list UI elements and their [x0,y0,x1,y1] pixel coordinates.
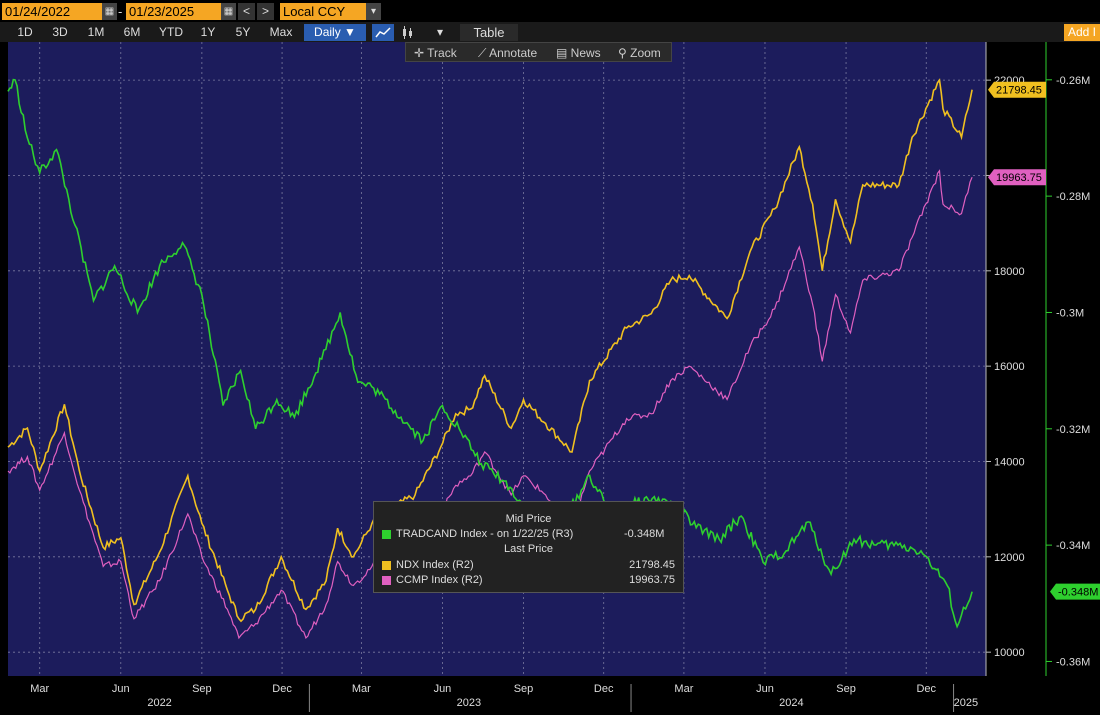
last-value-tag-text: 19963.75 [996,172,1042,184]
y-right2-tick-label: -0.36M [1056,656,1090,668]
legend-tooltip: Mid Price TRADCAND Index - on 1/22/25 (R… [373,501,684,593]
more-options-icon[interactable]: ▾ [436,25,444,39]
last-value-tag-box [1050,583,1100,600]
x-tick-label: Mar [352,683,371,695]
line-chart-icon[interactable] [372,24,394,41]
tradcand-label: TRADCAND Index - on 1/22/25 (R3) [396,528,574,540]
ndx-label: NDX Index (R2) [396,559,474,571]
ccmp-label: CCMP Index (R2) [396,574,483,586]
x-year-label: 2022 [147,697,171,709]
x-tick-label: Mar [30,683,49,695]
zoom-tool[interactable]: ⚲ Zoom [618,45,661,61]
currency-dropdown-icon[interactable]: ▾ [366,3,381,20]
x-year-label: 2023 [457,697,481,709]
last-value-tag-box [988,169,1046,186]
y-right-tick-label: 14000 [994,456,1025,468]
magnifier-icon: ⚲ [618,46,631,60]
axes: Mar Jun Sep Dec Mar Jun Sep Dec Mar Jun Sep Dec 2022… [30,42,1090,712]
ccmp-value: 19963.75 [629,574,675,586]
ndx-swatch [382,561,391,570]
end-date-input[interactable]: 01/23/2025 [126,3,221,20]
pencil-icon: ⟋ [478,46,490,60]
candle-chart-icon[interactable] [396,24,418,41]
x-tick-label: Dec [916,683,936,695]
prev-period-button[interactable]: < [238,3,255,20]
x-tick-label: Sep [836,683,856,695]
x-tick-label: Jun [434,683,452,695]
range-ytd-button[interactable]: YTD [159,25,183,39]
last-value-labels: 21798.45 19963.75 -0.348M [988,81,1100,600]
track-label: Track [427,46,457,60]
news-tool[interactable]: ▤ News [556,45,601,61]
y-right2-tick-label: -0.34M [1056,540,1090,552]
x-year-label: 2024 [779,697,803,709]
range-1m-button[interactable]: 1M [87,25,105,39]
next-period-button[interactable]: > [257,3,274,20]
date-separator: - [118,4,123,19]
start-date-input[interactable]: 01/24/2022 [2,3,102,20]
ndx-series-line [7,78,973,623]
last-value-tag-text: -0.348M [1058,587,1098,599]
y-right2-tick-label: -0.28M [1056,191,1090,203]
line-chart-icon-glyph [375,27,391,38]
last-value-tag-text: 21798.45 [996,85,1042,97]
annotate-label: Annotate [489,46,538,60]
x-tick-label: Sep [192,683,212,695]
annotate-tool[interactable]: ⟋ Annotate [478,45,537,61]
y-right2-tick-label: -0.26M [1056,75,1090,87]
range-bar: 1D 3D 1M 6M YTD 1Y 5Y Max Daily ▼ ▾ Tabl… [0,22,1100,42]
ccmp-series-line [7,169,973,640]
x-tick-label: Jun [756,683,774,695]
table-button[interactable]: Table [460,24,518,41]
currency-select[interactable]: Local CCY [280,3,366,20]
y-right-tick-label: 18000 [994,266,1025,278]
add-button[interactable]: Add I [1063,24,1100,41]
ndx-value: 21798.45 [629,559,675,571]
mid-price-header: Mid Price [505,513,552,525]
frequency-select[interactable]: Daily ▼ [304,24,366,41]
range-1y-button[interactable]: 1Y [200,25,216,39]
date-bar: 01/24/2022 ▦ - 01/23/2025 ▦ < > Local CC… [0,0,1100,22]
tradcand-value: -0.348M [624,528,665,540]
range-6m-button[interactable]: 6M [123,25,141,39]
last-value-tag: 21798.45 [988,81,1046,98]
range-max-button[interactable]: Max [269,25,293,39]
candle-chart-icon-glyph [403,26,412,39]
series-lines [7,78,973,640]
zoom-label: Zoom [630,46,661,60]
chart-tools: ✛ Track ⟋ Annotate ▤ News ⚲ Zoom [405,42,672,62]
y-right-tick-label: 10000 [994,647,1025,659]
news-label: News [570,46,601,60]
x-year-label: 2025 [954,697,978,709]
x-tick-label: Mar [674,683,693,695]
last-value-tag: -0.348M [1050,583,1100,600]
last-price-header: Last Price [504,543,553,555]
x-tick-label: Dec [272,683,292,695]
tradcand-swatch [382,530,391,539]
last-value-tag-box [988,81,1046,98]
range-5y-button[interactable]: 5Y [235,25,251,39]
track-tool[interactable]: ✛ Track [414,45,457,61]
x-tick-label: Sep [514,683,534,695]
last-value-tag: 19963.75 [988,169,1046,186]
y-right2-tick-label: -0.32M [1056,424,1090,436]
news-icon: ▤ [556,46,571,60]
tradcand-series-line [7,78,973,629]
start-calendar-icon[interactable]: ▦ [102,3,117,20]
crosshair-icon: ✛ [414,46,428,60]
y-right2-tick-label: -0.3M [1056,307,1084,319]
end-calendar-icon[interactable]: ▦ [221,3,236,20]
range-3d-button[interactable]: 3D [52,25,68,39]
y-right-tick-label: 16000 [994,361,1025,373]
ccmp-swatch [382,576,391,585]
x-tick-label: Dec [594,683,614,695]
range-1d-button[interactable]: 1D [17,25,33,39]
x-tick-label: Jun [112,683,130,695]
y-right-tick-label: 12000 [994,552,1025,564]
